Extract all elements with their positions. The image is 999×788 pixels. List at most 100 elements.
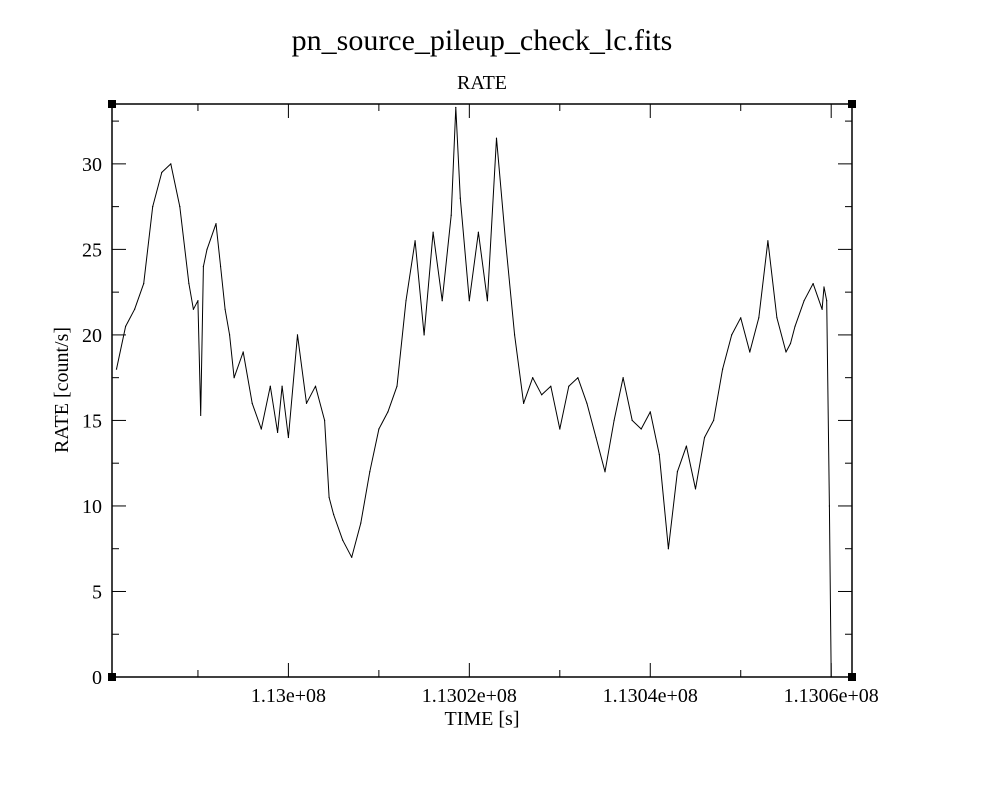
data-point <box>115 368 118 370</box>
data-point <box>523 402 525 404</box>
axis-tick-labels: 1.13e+08 1.1302e+08 1.1304e+08 1.1306e+08 0 5… <box>82 154 879 707</box>
corner-handle <box>848 100 856 108</box>
data-point <box>396 385 398 387</box>
x-tick-label: 1.1302e+08 <box>422 685 517 707</box>
y-tick-label: 10 <box>82 496 102 518</box>
data-point <box>685 445 688 447</box>
y-axis-label: RATE [count/s] <box>51 327 73 453</box>
data-point <box>188 282 190 285</box>
data-point <box>143 282 145 285</box>
data-point <box>740 317 742 319</box>
data-point <box>823 286 825 288</box>
data-point <box>206 248 208 250</box>
data-point <box>287 436 290 439</box>
data-point <box>251 402 253 404</box>
chart-subtitle: RATE <box>457 72 507 94</box>
data-point <box>219 265 222 268</box>
data-point <box>200 414 202 416</box>
data-point <box>328 496 330 499</box>
data-point <box>152 206 154 208</box>
plot-frame <box>111 103 853 678</box>
data-point <box>450 214 452 216</box>
chart-title: pn_source_pileup_check_lc.fits <box>292 24 673 57</box>
x-axis-label: TIME [s] <box>445 708 520 730</box>
data-point <box>622 377 624 379</box>
data-point <box>828 505 830 507</box>
y-tick-label: 30 <box>82 154 102 176</box>
data-point <box>712 419 715 422</box>
axis-ticks <box>112 104 852 678</box>
data-point <box>794 325 796 327</box>
data-point <box>459 197 461 199</box>
corner-handle <box>108 100 116 108</box>
data-point <box>423 334 425 336</box>
series-line <box>116 106 832 678</box>
data-point <box>276 431 279 434</box>
data-point <box>550 385 552 387</box>
x-tick-label: 1.13e+08 <box>251 685 326 707</box>
data-point <box>595 436 597 439</box>
data-point <box>441 300 443 302</box>
data-point <box>486 300 489 302</box>
data-point <box>414 240 416 242</box>
y-tick-label: 20 <box>82 325 102 347</box>
data-point <box>170 163 172 165</box>
data-point <box>676 471 679 473</box>
data-point <box>229 334 231 336</box>
series-layer <box>115 106 832 678</box>
data-point <box>405 300 407 302</box>
x-tick-label: 1.1306e+08 <box>784 685 879 707</box>
data-point <box>513 334 516 336</box>
data-point <box>305 402 308 404</box>
data-point <box>613 419 615 422</box>
data-point <box>233 377 235 379</box>
data-point <box>281 385 283 387</box>
data-point <box>658 454 660 456</box>
data-point <box>826 300 828 302</box>
data-point <box>812 282 814 285</box>
data-point <box>197 300 199 302</box>
data-point <box>785 351 787 353</box>
data-point <box>455 106 457 109</box>
corner-handle <box>848 673 856 681</box>
data-point <box>559 428 561 430</box>
data-point <box>323 419 326 422</box>
data-point <box>586 402 588 404</box>
data-point <box>468 300 470 302</box>
data-point <box>314 385 317 387</box>
data-point <box>360 522 362 524</box>
data-point <box>296 334 299 336</box>
data-point <box>789 342 792 345</box>
data-point <box>202 265 204 268</box>
data-point <box>477 231 479 233</box>
x-tick-label: 1.1304e+08 <box>603 685 698 707</box>
data-point <box>124 325 127 327</box>
data-point <box>694 488 697 490</box>
data-point <box>378 428 380 430</box>
data-point <box>803 300 805 302</box>
corner-handle <box>108 673 116 681</box>
data-point <box>758 317 760 319</box>
frame-layer <box>108 100 856 681</box>
data-point <box>342 539 344 541</box>
data-point <box>577 377 579 379</box>
data-point <box>776 317 778 319</box>
data-point <box>260 428 262 430</box>
data-point <box>161 171 163 174</box>
y-tick-label: 25 <box>82 239 102 261</box>
data-point <box>667 548 669 550</box>
data-point <box>821 308 823 310</box>
data-point <box>192 308 195 310</box>
data-point <box>767 240 769 242</box>
data-point <box>134 308 136 310</box>
data-point <box>749 351 751 353</box>
data-point <box>495 137 498 139</box>
data-point <box>333 513 335 516</box>
data-point <box>504 240 507 242</box>
data-point <box>369 471 371 473</box>
data-point <box>224 308 226 310</box>
data-point <box>722 368 724 370</box>
data-point <box>631 419 633 422</box>
data-point <box>532 377 534 379</box>
